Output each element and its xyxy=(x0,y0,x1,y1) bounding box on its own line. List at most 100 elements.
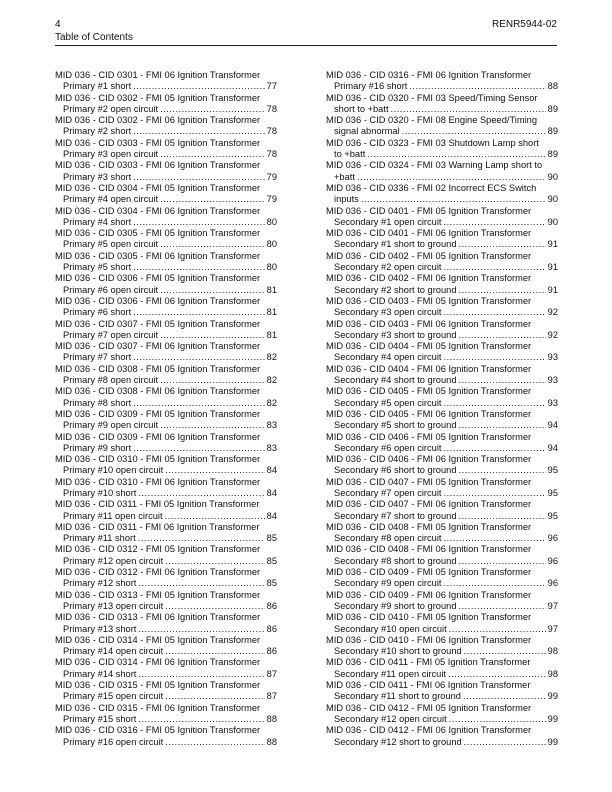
entry-page: 85 xyxy=(266,533,277,544)
dot-leader xyxy=(165,511,265,522)
entry-line: Primary #12 short 85 xyxy=(55,578,277,589)
entry-title: MID 036 - CID 0310 - FMI 05 Ignition Tra… xyxy=(55,454,261,465)
dot-leader xyxy=(138,533,265,544)
entry-subtitle: Primary #13 short xyxy=(63,623,137,634)
dot-leader xyxy=(138,578,264,589)
entry-subtitle: Primary #15 short xyxy=(63,713,137,724)
entry-line: Primary #11 short 85 xyxy=(55,533,277,544)
entry-subtitle: Primary #10 short xyxy=(63,487,137,498)
toc-entry: MID 036 - CID 0313 - FMI 06 Ignition Tra… xyxy=(55,612,277,635)
dot-leader xyxy=(459,330,546,341)
toc-entry: MID 036 - CID 0402 - FMI 05 Ignition Tra… xyxy=(326,251,558,274)
entry-title: MID 036 - CID 0411 - FMI 05 Ignition Tra… xyxy=(326,657,531,668)
toc-entry: MID 036 - CID 0324 - FMI 03 Warning Lamp… xyxy=(326,160,558,183)
toc-entry: MID 036 - CID 0408 - FMI 05 Ignition Tra… xyxy=(326,522,558,545)
toc-entry: MID 036 - CID 0404 - FMI 06 Ignition Tra… xyxy=(326,364,558,387)
entry-line: inputs 90 xyxy=(326,194,558,205)
entry-page: 86 xyxy=(266,646,277,657)
toc-entry: MID 036 - CID 0406 - FMI 06 Ignition Tra… xyxy=(326,454,558,477)
entry-page: 85 xyxy=(266,555,277,566)
entry-subtitle: Secondary #6 short to ground xyxy=(334,465,457,476)
entry-subtitle: Secondary #11 short to ground xyxy=(334,691,461,702)
dot-leader xyxy=(459,375,546,386)
entry-title: MID 036 - CID 0401 - FMI 05 Ignition Tra… xyxy=(326,205,532,216)
entry-title: MID 036 - CID 0412 - FMI 05 Ignition Tra… xyxy=(326,702,532,713)
entry-page: 80 xyxy=(266,239,277,250)
entry-line: Secondary #3 short to ground 92 xyxy=(326,330,558,341)
entry-page: 78 xyxy=(266,149,277,160)
toc-entry: MID 036 - CID 0304 - FMI 05 Ignition Tra… xyxy=(55,183,277,206)
entry-subtitle: Secondary #10 short to ground xyxy=(334,646,462,657)
dot-leader xyxy=(165,601,264,612)
dot-leader xyxy=(459,465,546,476)
dot-leader xyxy=(448,669,546,680)
toc-entry: MID 036 - CID 0405 - FMI 05 Ignition Tra… xyxy=(326,386,558,409)
toc-entry: MID 036 - CID 0407 - FMI 06 Ignition Tra… xyxy=(326,499,558,522)
entry-title: MID 036 - CID 0309 - FMI 05 Ignition Tra… xyxy=(55,408,261,419)
entry-subtitle: Primary #9 open circuit xyxy=(63,420,159,431)
toc-entry: MID 036 - CID 0403 - FMI 05 Ignition Tra… xyxy=(326,296,558,319)
dot-leader xyxy=(459,285,546,296)
entry-page: 85 xyxy=(266,578,277,589)
entry-line: Secondary #8 short to ground 96 xyxy=(326,556,558,567)
entry-page: 87 xyxy=(266,668,277,679)
entry-page: 82 xyxy=(266,352,277,363)
entry-line: Secondary #1 short to ground 91 xyxy=(326,239,558,250)
entry-subtitle: Primary #4 open circuit xyxy=(63,194,159,205)
entry-subtitle: Secondary #5 open circuit xyxy=(334,397,442,408)
dot-leader xyxy=(459,511,546,522)
entry-subtitle: Secondary #11 open circuit xyxy=(334,668,446,679)
toc-entry: MID 036 - CID 0320 - FMI 08 Engine Speed… xyxy=(326,115,558,138)
entry-subtitle: to +batt xyxy=(334,149,366,160)
entry-title: MID 036 - CID 0308 - FMI 06 Ignition Tra… xyxy=(55,386,261,397)
entry-page: 78 xyxy=(266,103,277,114)
entry-page: 94 xyxy=(547,420,558,431)
entry-page: 84 xyxy=(266,487,277,498)
toc-column: MID 036 - CID 0316 - FMI 06 Ignition Tra… xyxy=(326,70,558,748)
toc-entry: MID 036 - CID 0407 - FMI 05 Ignition Tra… xyxy=(326,477,558,500)
entry-title: MID 036 - CID 0410 - FMI 06 Ignition Tra… xyxy=(326,634,532,645)
entry-line: Primary #13 short 86 xyxy=(55,624,277,635)
entry-line: Primary #10 open circuit 84 xyxy=(55,465,277,476)
dot-leader xyxy=(464,737,546,748)
entry-line: Secondary #4 short to ground 93 xyxy=(326,375,558,386)
toc-entry: MID 036 - CID 0310 - FMI 05 Ignition Tra… xyxy=(55,454,277,477)
entry-page: 95 xyxy=(547,510,558,521)
entry-subtitle: Secondary #3 short to ground xyxy=(334,329,457,340)
entry-subtitle: Primary #2 short xyxy=(63,126,132,137)
dot-leader xyxy=(165,556,264,567)
entry-page: 79 xyxy=(266,194,277,205)
entry-line: Secondary #11 short to ground 99 xyxy=(326,691,558,702)
dot-leader xyxy=(459,601,546,612)
entry-line: Primary #9 short 83 xyxy=(55,443,277,454)
entry-title: MID 036 - CID 0407 - FMI 06 Ignition Tra… xyxy=(326,499,532,510)
entry-title: MID 036 - CID 0409 - FMI 05 Ignition Tra… xyxy=(326,567,532,578)
toc-entry: MID 036 - CID 0314 - FMI 05 Ignition Tra… xyxy=(55,635,277,658)
dot-leader xyxy=(160,239,265,250)
toc-entry: MID 036 - CID 0315 - FMI 05 Ignition Tra… xyxy=(55,680,277,703)
entry-page: 90 xyxy=(547,216,558,227)
entry-subtitle: Secondary #7 open circuit xyxy=(334,487,442,498)
entry-page: 91 xyxy=(547,284,558,295)
dot-leader xyxy=(165,737,264,748)
entry-title: MID 036 - CID 0323 - FMI 03 Shutdown Lam… xyxy=(326,137,539,148)
toc-entry: MID 036 - CID 0410 - FMI 06 Ignition Tra… xyxy=(326,635,558,658)
entry-title: MID 036 - CID 0305 - FMI 05 Ignition Tra… xyxy=(55,228,261,239)
entry-page: 92 xyxy=(547,307,558,318)
dot-leader xyxy=(391,104,546,115)
entry-line: Primary #15 open circuit 87 xyxy=(55,691,277,702)
entry-title: MID 036 - CID 0308 - FMI 05 Ignition Tra… xyxy=(55,363,261,374)
entry-subtitle: Primary #7 short xyxy=(63,352,132,363)
entry-subtitle: +batt xyxy=(334,171,355,182)
entry-page: 96 xyxy=(547,533,558,544)
dot-leader xyxy=(133,443,264,454)
entry-subtitle: Secondary #4 open circuit xyxy=(334,352,442,363)
entry-subtitle: Primary #10 open circuit xyxy=(63,465,164,476)
entry-page: 86 xyxy=(266,600,277,611)
entry-subtitle: Primary #1 short xyxy=(63,81,132,92)
entry-title: MID 036 - CID 0313 - FMI 06 Ignition Tra… xyxy=(55,612,261,623)
entry-page: 84 xyxy=(266,510,277,521)
entry-page: 93 xyxy=(547,352,558,363)
entry-page: 81 xyxy=(266,284,277,295)
dot-leader xyxy=(138,624,264,635)
